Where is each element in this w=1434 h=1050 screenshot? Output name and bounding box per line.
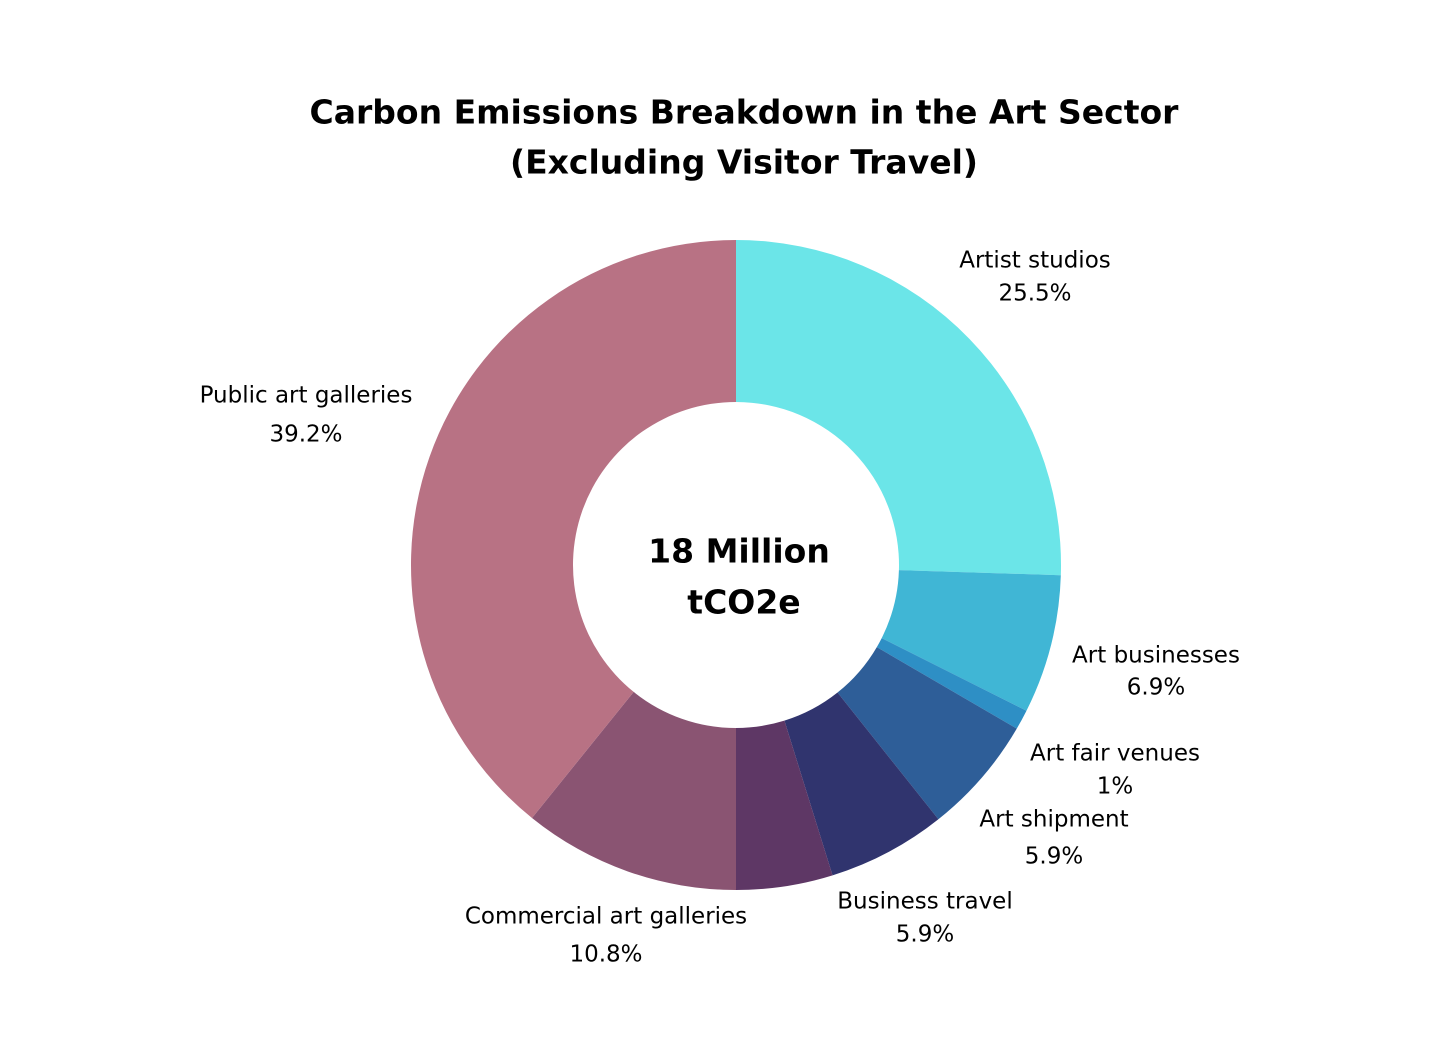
chart-title: (Excluding Visitor Travel) xyxy=(510,143,978,182)
donut-segment xyxy=(410,240,736,819)
donut-segment xyxy=(876,638,1027,729)
value-label: 6.9% xyxy=(1127,675,1185,701)
donut-segment xyxy=(736,720,833,890)
segment-label: Business travel xyxy=(837,889,1012,915)
donut-segment xyxy=(532,691,736,890)
segment-label: Artist studios xyxy=(959,248,1111,274)
value-label: 10.8% xyxy=(569,942,642,968)
value-label: 1% xyxy=(1097,774,1134,800)
segment-label: Commercial art galleries xyxy=(465,904,747,930)
donut-segment xyxy=(736,240,1061,576)
donut-segment xyxy=(837,647,1017,820)
segment-label: Art fair venues xyxy=(1030,741,1200,767)
segment-label: Art shipment xyxy=(979,807,1128,833)
donut-segment xyxy=(784,692,939,876)
center-label: 18 Million xyxy=(648,532,830,571)
center-label: tCO2e xyxy=(687,583,800,622)
segment-label: Public art galleries xyxy=(200,383,413,409)
chart-title: Carbon Emissions Breakdown in the Art Se… xyxy=(310,93,1180,132)
value-label: 39.2% xyxy=(269,422,342,448)
value-label: 25.5% xyxy=(998,281,1071,307)
donut-segment xyxy=(881,570,1061,711)
value-label: 5.9% xyxy=(896,922,954,948)
value-label: 5.9% xyxy=(1025,844,1083,870)
segment-label: Art businesses xyxy=(1072,643,1240,669)
